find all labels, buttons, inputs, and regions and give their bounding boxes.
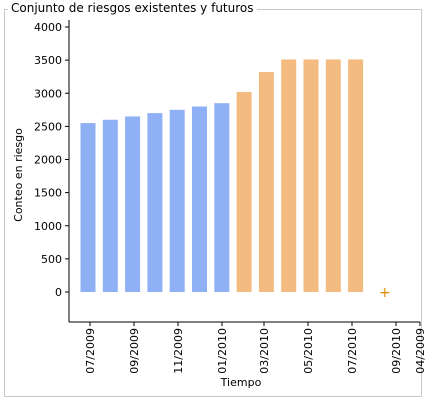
x-tick-label: 07/2010 — [346, 328, 359, 374]
bar-existing — [192, 106, 207, 292]
x-tick-label: 07/2009 — [84, 328, 97, 374]
bar-existing — [102, 119, 118, 292]
bar-future — [281, 59, 297, 293]
y-tick-label: 2500 — [34, 120, 62, 133]
bar-existing — [80, 123, 96, 292]
bar-existing — [125, 116, 141, 292]
bars: + — [80, 59, 391, 301]
x-axis-title: Tiempo — [220, 376, 262, 389]
y-tick-label: 4000 — [34, 21, 62, 34]
x-tick-label: 03/2010 — [258, 328, 271, 374]
y-axis-title: Conteo en riesgo — [12, 128, 25, 222]
y-tick-label: 1500 — [34, 187, 62, 200]
forecast-marker: + — [379, 285, 391, 301]
bar-future — [236, 91, 252, 292]
x-tick-label: 01/2010 — [216, 328, 229, 374]
axes — [68, 20, 420, 323]
bar-future — [303, 59, 319, 293]
bar-existing — [147, 113, 163, 292]
y-tick-label: 1000 — [34, 220, 62, 233]
x-tick-label: 09/2010 — [390, 328, 403, 374]
x-tick-label: 11/2009 — [172, 328, 185, 374]
bar-existing — [214, 103, 230, 292]
bar-existing — [169, 109, 185, 292]
y-tick-label: 3500 — [34, 54, 62, 67]
y-tick-label: 0 — [55, 286, 62, 299]
bar-future — [348, 59, 364, 293]
x-tick-label: 09/2009 — [128, 328, 141, 374]
panel-title: Conjunto de riesgos existentes y futuros — [8, 0, 257, 16]
y-axis-ticks: 0 500 1000 1500 2000 2500 3000 3500 4000 — [34, 21, 69, 299]
x-tick-label: 05/2010 — [302, 328, 315, 374]
y-tick-label: 3000 — [34, 87, 62, 100]
y-tick-label: 500 — [41, 253, 62, 266]
y-tick-label: 2000 — [34, 154, 62, 167]
x-axis-ticks: 07/2009 09/2009 11/2009 01/2010 03/2010 05/20… — [84, 322, 426, 374]
bar-future — [258, 72, 274, 292]
bar-future — [325, 59, 341, 293]
x-tick-label: 04/2009 — [414, 328, 426, 374]
